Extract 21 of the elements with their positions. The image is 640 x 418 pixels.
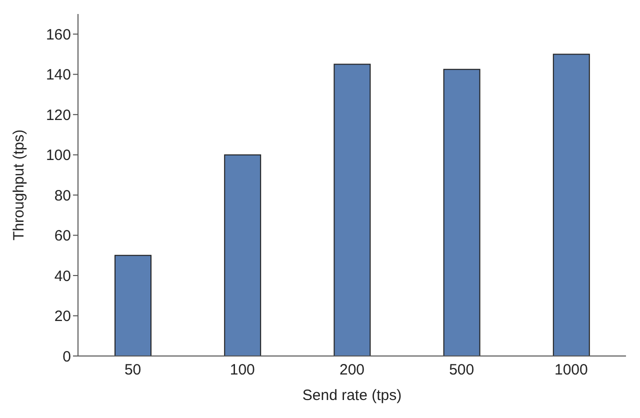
y-tick-label: 0 — [62, 348, 71, 366]
bar — [114, 254, 152, 356]
y-tick-label: 100 — [46, 147, 71, 164]
bar — [443, 68, 480, 356]
y-axis-title: Throughput (tps) — [10, 130, 28, 240]
x-tick-label: 500 — [449, 362, 474, 379]
y-tick-label: 140 — [46, 66, 71, 84]
y-tick-label: 80 — [54, 187, 71, 204]
y-tick-label: 20 — [54, 308, 71, 326]
bar — [334, 64, 371, 356]
x-tick-label: 200 — [339, 362, 365, 379]
x-tick-label: 100 — [230, 362, 255, 379]
x-axis-title: Send rate (tps) — [302, 387, 402, 404]
bar — [224, 154, 262, 356]
y-tick-label: 160 — [46, 26, 71, 44]
x-tick-label: 1000 — [554, 362, 588, 379]
bar — [552, 54, 590, 356]
y-tick-label: 60 — [54, 228, 71, 245]
x-tick-label: 50 — [124, 362, 142, 379]
y-tick-label: 40 — [54, 268, 71, 285]
y-tick-label: 120 — [46, 106, 71, 124]
